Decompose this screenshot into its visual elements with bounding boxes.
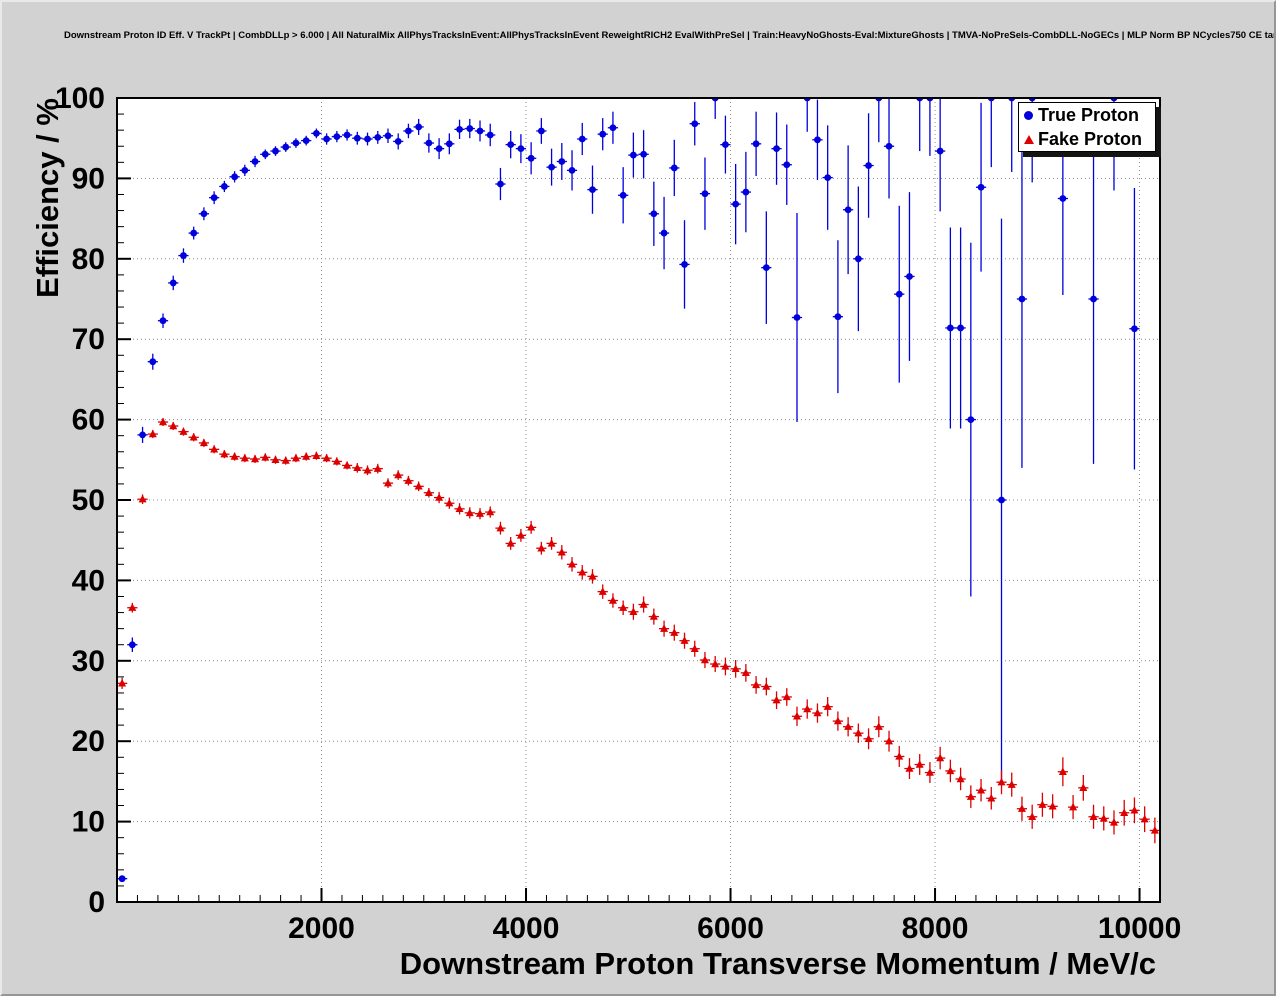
fake-proton-marker-icon: [1024, 134, 1034, 144]
svg-text:0: 0: [88, 886, 105, 919]
svg-text:70: 70: [72, 323, 105, 356]
svg-text:4000: 4000: [493, 912, 560, 945]
legend-item-true-proton: True Proton: [1019, 103, 1155, 127]
y-axis-title: Efficiency / %: [30, 98, 65, 298]
svg-text:30: 30: [72, 645, 105, 678]
svg-text:6000: 6000: [697, 912, 764, 945]
plot-title: Downstream Proton ID Eff. V TrackPt | Co…: [64, 30, 1274, 41]
svg-text:80: 80: [72, 243, 105, 276]
svg-text:50: 50: [72, 484, 105, 517]
svg-text:10000: 10000: [1098, 912, 1181, 945]
true-proton-marker-icon: [1024, 110, 1033, 120]
svg-text:40: 40: [72, 564, 105, 597]
svg-text:90: 90: [72, 162, 105, 195]
x-axis-title: Downstream Proton Transverse Momentum / …: [399, 946, 1156, 981]
svg-text:60: 60: [72, 404, 105, 437]
legend-item-fake-proton: Fake Proton: [1019, 127, 1155, 151]
legend-label-true-proton: True Proton: [1038, 105, 1140, 125]
legend: True Proton Fake Proton: [1018, 102, 1156, 152]
svg-text:20: 20: [72, 725, 105, 758]
svg-text:2000: 2000: [288, 912, 355, 945]
svg-text:100: 100: [55, 82, 105, 115]
svg-text:8000: 8000: [902, 912, 969, 945]
svg-text:10: 10: [72, 806, 105, 839]
legend-label-fake-proton: Fake Proton: [1038, 129, 1143, 149]
